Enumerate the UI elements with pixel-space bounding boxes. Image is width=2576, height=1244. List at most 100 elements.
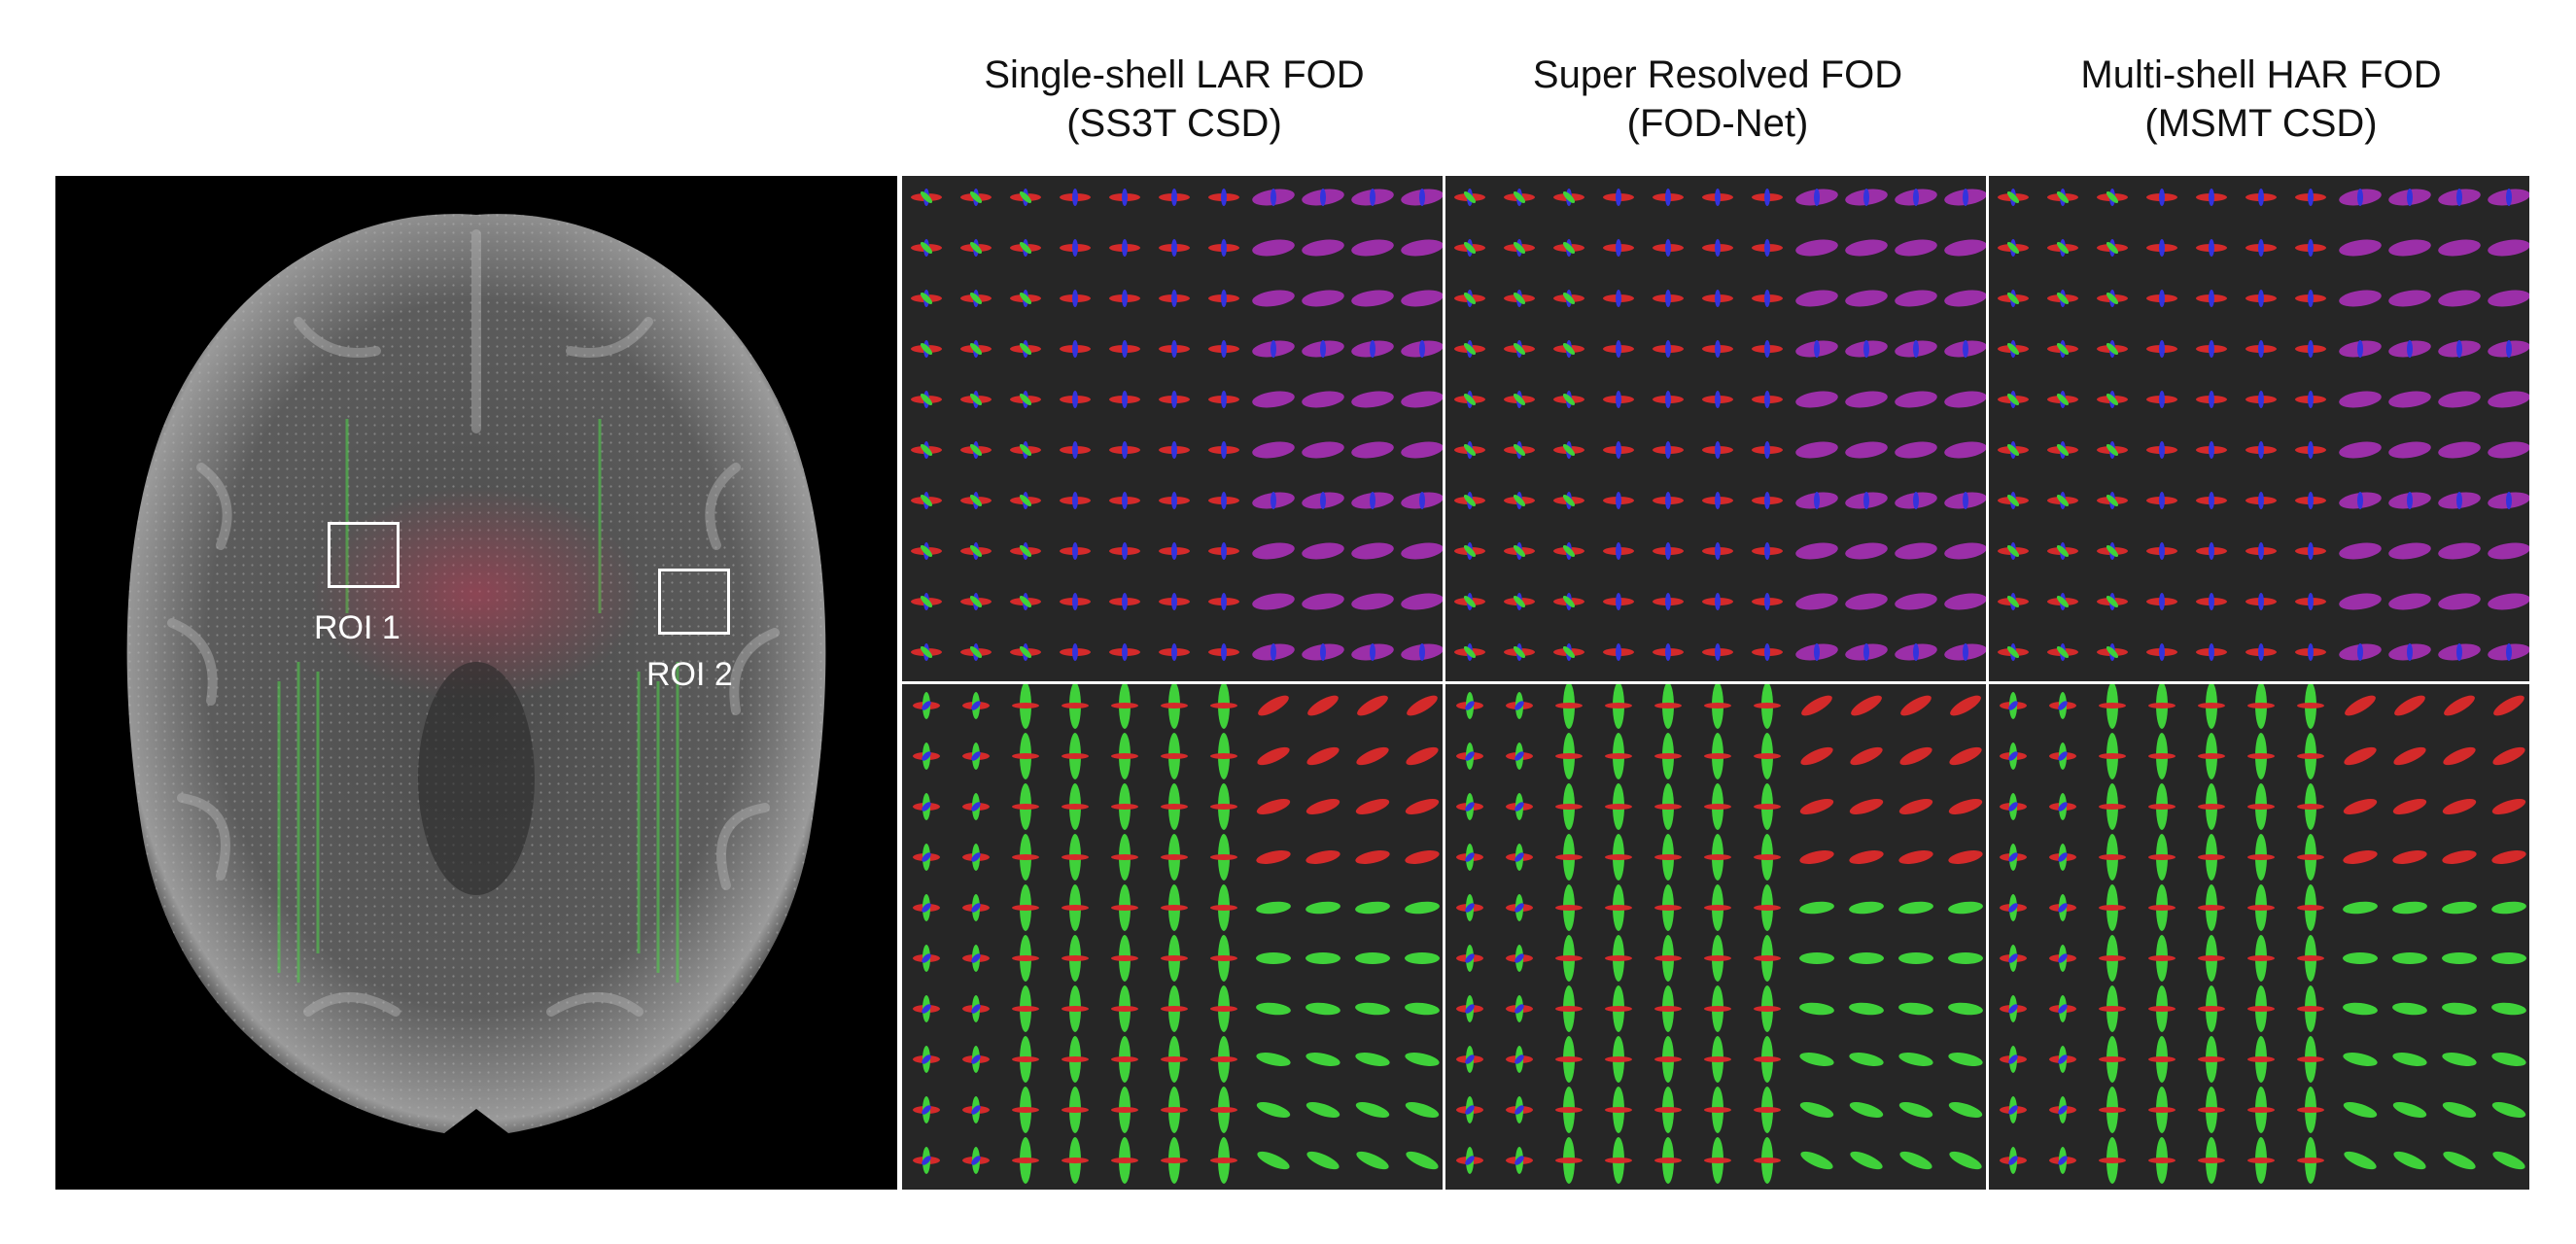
- fod-glyph-lobe: [1072, 643, 1078, 661]
- fod-glyph-grid: [911, 189, 1443, 661]
- fod-glyph-lobe: [1605, 1158, 1632, 1163]
- fod-glyph-lobe: [2345, 695, 2376, 716]
- fod-glyph-lobe: [1654, 1158, 1682, 1163]
- fod-glyph-lobe: [920, 190, 933, 204]
- fod-glyph-lobe: [1665, 239, 1671, 257]
- fod-glyph-lobe: [1465, 953, 1475, 963]
- fod-glyph-lobe: [969, 241, 983, 255]
- fod-glyph-lobe: [1351, 290, 1394, 307]
- fod-glyph-lobe: [969, 393, 983, 406]
- fod-glyph-lobe: [1764, 239, 1770, 257]
- fod-glyph-lobe: [1019, 494, 1032, 507]
- fod-glyph-lobe: [1764, 441, 1770, 459]
- fod-glyph-lobe: [1799, 1002, 1834, 1016]
- fod-glyph-lobe: [1514, 1054, 1524, 1064]
- fod-glyph-lobe: [2209, 492, 2214, 509]
- fod-glyph-lobe: [2492, 1151, 2525, 1170]
- fod-glyph-lobe: [2308, 239, 2314, 257]
- fod-glyph-lobe: [969, 443, 983, 457]
- fod-glyph-lobe: [1944, 542, 1986, 560]
- fod-glyph-lobe: [2148, 854, 2176, 860]
- fod-glyph-lobe: [2442, 1053, 2477, 1066]
- fod-glyph-lobe: [2394, 695, 2425, 716]
- fod-glyph-lobe: [1252, 593, 1295, 610]
- fod-glyph-lobe: [2148, 1006, 2176, 1012]
- fod-glyph-lobe: [1161, 1107, 1188, 1113]
- fod-glyph-lobe: [2056, 241, 2070, 255]
- fod-glyph-lobe: [922, 802, 931, 812]
- fod-glyph-lobe: [1161, 1158, 1188, 1163]
- fod-glyph-lobe: [1715, 492, 1721, 509]
- fod-glyph-lobe: [1405, 1053, 1440, 1066]
- fod-glyph-lobe: [1948, 1002, 1983, 1016]
- column-title-line1: Super Resolved FOD: [1532, 53, 1903, 96]
- fod-panel-fodnet-roi2: [1445, 684, 1986, 1190]
- fod-glyph-lobe: [1950, 695, 1981, 716]
- fod-glyph-lobe: [1012, 854, 1039, 860]
- fod-glyph-lobe: [2343, 1053, 2378, 1066]
- fod-glyph-lobe: [1111, 905, 1138, 911]
- fod-glyph-lobe: [1795, 391, 1838, 408]
- fod-glyph-lobe: [1616, 441, 1621, 459]
- fod-glyph-lobe: [2443, 746, 2476, 766]
- fod-glyph-lobe: [1351, 441, 1394, 459]
- fod-glyph-lobe: [1405, 952, 1440, 964]
- fod-glyph-lobe: [1654, 753, 1682, 759]
- fod-glyph-lobe: [2006, 292, 2020, 305]
- fod-glyph-lobe: [2297, 1006, 2324, 1012]
- fod-glyph-lobe: [1221, 643, 1227, 661]
- fod-glyph-lobe: [2198, 703, 2225, 708]
- fod-glyph-lobe: [1355, 1102, 1390, 1118]
- fod-glyph-lobe: [971, 802, 981, 812]
- fod-glyph-lobe: [2008, 852, 2018, 862]
- fod-glyph-lobe: [1704, 955, 1731, 961]
- fod-glyph-lobe: [2343, 1002, 2378, 1016]
- brain-axial-image: ROI 1 ROI 2: [55, 176, 897, 1190]
- fod-glyph-lobe: [1062, 703, 1089, 708]
- fod-glyph-lobe: [2159, 290, 2165, 307]
- fod-glyph-lobe: [2106, 544, 2119, 558]
- fod-glyph-lobe: [1616, 189, 1621, 206]
- fod-glyph-lobe: [1555, 753, 1583, 759]
- fod-glyph-lobe: [1963, 189, 1968, 206]
- fod-glyph-lobe: [1405, 799, 1440, 814]
- fod-glyph-lobe: [1111, 955, 1138, 961]
- fod-glyph-lobe: [2258, 643, 2264, 661]
- fod-glyph-lobe: [1704, 854, 1731, 860]
- fod-glyph-lobe: [2099, 703, 2126, 708]
- fod-glyph-lobe: [1171, 239, 1177, 257]
- fod-glyph-lobe: [1401, 593, 1443, 610]
- fod-glyph-lobe: [2008, 701, 2018, 710]
- fod-glyph-lobe: [1898, 850, 1933, 864]
- fod-glyph-lobe: [1252, 441, 1295, 459]
- fod-glyph-lobe: [1463, 443, 1477, 457]
- fod-glyph-lobe: [969, 342, 983, 356]
- fod-glyph-lobe: [1605, 804, 1632, 810]
- fod-glyph-lobe: [1562, 292, 1576, 305]
- fod-glyph-lobe: [2308, 340, 2314, 358]
- fod-glyph-lobe: [1111, 1056, 1138, 1062]
- column-title-line1: Multi-shell HAR FOD: [2080, 53, 2442, 96]
- fod-glyph-lobe: [971, 953, 981, 963]
- fod-glyph-lobe: [1305, 952, 1340, 964]
- fod-glyph-lobe: [1210, 1107, 1237, 1113]
- fod-glyph-lobe: [1252, 542, 1295, 560]
- fod-glyph-lobe: [2058, 953, 2068, 963]
- fod-glyph-lobe: [1072, 542, 1078, 560]
- fod-glyph-lobe: [2491, 901, 2526, 915]
- fod-glyph-lobe: [1122, 239, 1128, 257]
- fod-glyph-lobe: [1715, 542, 1721, 560]
- fod-glyph-lobe: [1898, 952, 1933, 964]
- fod-glyph-lobe: [1062, 1158, 1089, 1163]
- fod-glyph-lobe: [1513, 645, 1526, 659]
- fod-glyph-lobe: [1944, 593, 1986, 610]
- fod-glyph-lobe: [2006, 494, 2020, 507]
- fod-glyph-lobe: [1845, 593, 1888, 610]
- fod-glyph-lobe: [2106, 393, 2119, 406]
- fod-glyph-lobe: [2148, 1056, 2176, 1062]
- fod-glyph-lobe: [2198, 1006, 2225, 1012]
- fod-glyph-lobe: [1944, 441, 1986, 459]
- fod-glyph-lobe: [2058, 852, 2068, 862]
- fod-glyph-lobe: [1654, 1006, 1682, 1012]
- fod-glyph-lobe: [1221, 391, 1227, 408]
